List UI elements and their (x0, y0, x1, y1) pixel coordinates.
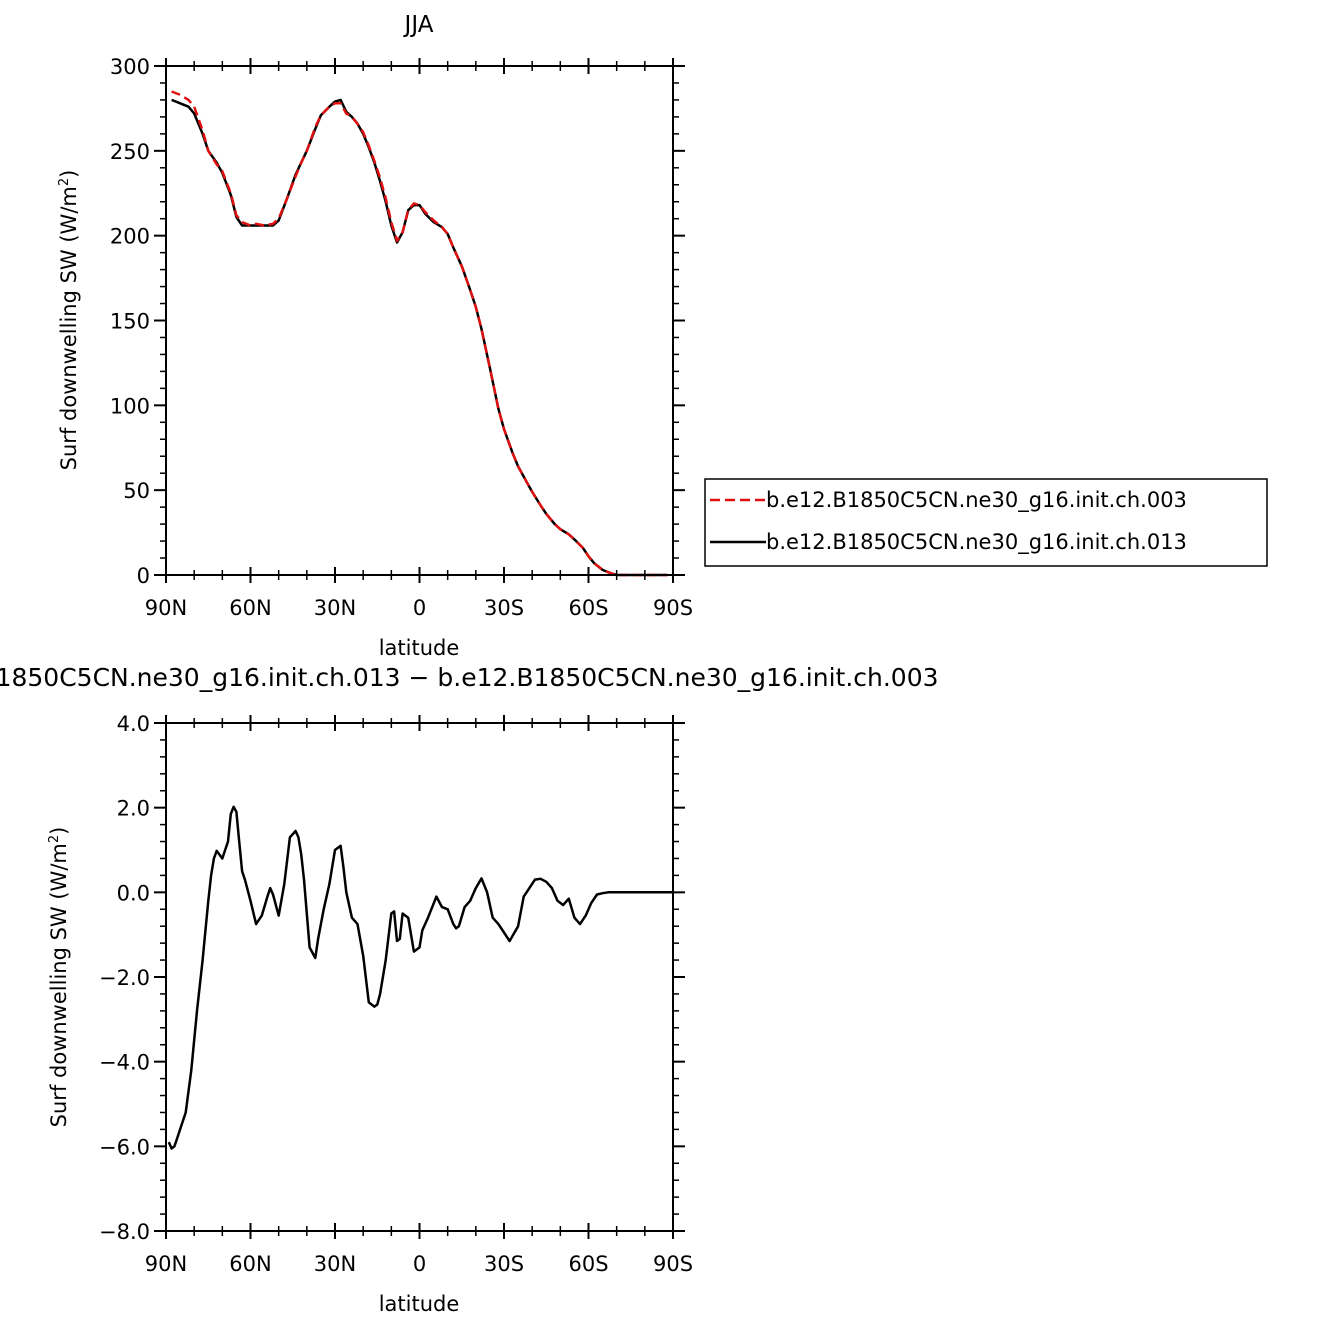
chart1-y-axis-label: Surf downwelling SW (W/m2) (57, 170, 81, 471)
chart1-lines (171, 90, 668, 577)
x-tick-label: 90S (653, 1252, 693, 1276)
y-tick-label: 4.0 (117, 712, 150, 736)
chart2-y-axis-label-main: Surf downwelling SW (W/m (47, 843, 71, 1127)
x-tick-label: 30S (484, 1252, 524, 1276)
chart1-legend: b.e12.B1850C5CN.ne30_g16.init.ch.003 b.e… (704, 478, 1268, 567)
chart1-y-axis-label-end: ) (57, 170, 81, 178)
x-tick-label: 30N (314, 596, 356, 620)
chart1-y-axis-label-main: Surf downwelling SW (W/m (57, 186, 81, 470)
chart2-y-axis-label: Surf downwelling SW (W/m2) (47, 827, 71, 1128)
series-line-1 (171, 98, 668, 577)
y-tick-label: −2.0 (99, 966, 150, 990)
x-tick-label: 60N (229, 596, 271, 620)
chart2-frame (165, 722, 674, 1232)
chart1-ticks: 90N 60N 30N 0 30S 60S 90S 0 50 100 150 200 250 300 (110, 55, 693, 620)
x-tick-label: 0 (413, 596, 426, 620)
x-tick-label: 30S (484, 596, 524, 620)
x-tick-label: 60S (568, 1252, 608, 1276)
chart1-x-axis-label: latitude (379, 636, 460, 660)
legend-box (704, 478, 1268, 567)
chart2-y-axis-label-sup: 2 (47, 835, 62, 843)
chart2-x-axis-label: latitude (379, 1292, 460, 1316)
y-tick-label: 2.0 (117, 797, 150, 821)
series-line-0 (171, 90, 668, 577)
x-tick-label: 30N (314, 1252, 356, 1276)
chart1-y-axis-label-sup: 2 (57, 178, 72, 186)
chart2-y-axis-label-end: ) (47, 827, 71, 835)
y-tick-label: 0 (137, 564, 150, 588)
chart2-ticks: 90N 60N 30N 0 30S 60S 90S −8.0 −6.0 −4.0 −2.0 0.0 2.… (99, 712, 693, 1276)
y-tick-label: 0.0 (117, 881, 150, 905)
legend-label-003: b.e12.B1850C5CN.ne30_g16.init.ch.003 (766, 488, 1187, 513)
y-tick-label: 150 (110, 310, 150, 334)
y-tick-label: 300 (110, 55, 150, 79)
legend-label-013: b.e12.B1850C5CN.ne30_g16.init.ch.013 (766, 530, 1187, 555)
x-tick-label: 0 (413, 1252, 426, 1276)
series-line-0 (167, 805, 673, 1150)
y-tick-label: 50 (123, 479, 150, 503)
y-tick-label: −4.0 (99, 1051, 150, 1075)
y-tick-label: 100 (110, 394, 150, 418)
y-tick-label: −8.0 (99, 1220, 150, 1244)
chart2-title: b.e12.B1850C5CN.ne30_g16.init.ch.013 − b… (0, 663, 939, 692)
chart1-frame (165, 65, 674, 576)
x-tick-label: 90N (145, 1252, 187, 1276)
x-tick-label: 60S (568, 596, 608, 620)
y-tick-label: 250 (110, 140, 150, 164)
x-tick-label: 60N (229, 1252, 271, 1276)
chart1-title: JJA (403, 12, 434, 38)
x-tick-label: 90S (653, 596, 693, 620)
y-tick-label: 200 (110, 225, 150, 249)
x-tick-label: 90N (145, 596, 187, 620)
chart2-lines (167, 805, 673, 1150)
y-tick-label: −6.0 (99, 1135, 150, 1159)
